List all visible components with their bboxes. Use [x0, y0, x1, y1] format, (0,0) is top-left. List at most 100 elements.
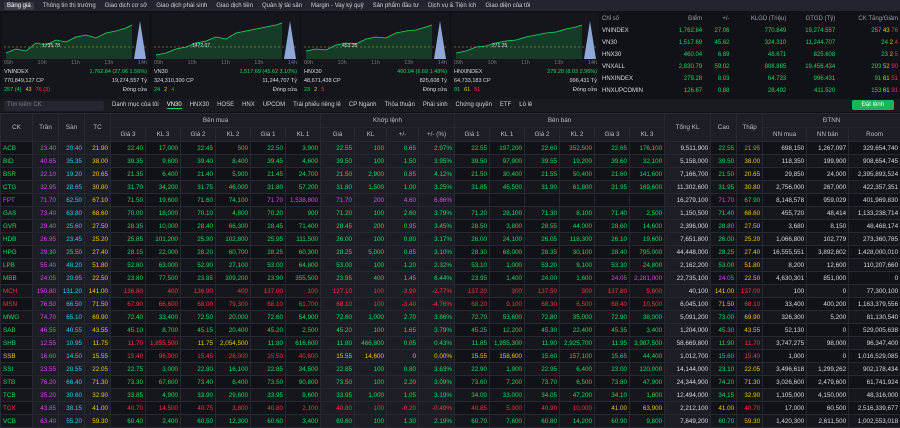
cell: 66,600 [145, 297, 181, 311]
ticker[interactable]: BID [0, 154, 33, 168]
order-button[interactable]: Đặt lệnh [851, 100, 894, 110]
cell: 0.85 [386, 245, 420, 259]
index-header: Chỉ số Điểm +/- KLGD (Triệu) GTGD (Tỷ) CK Tăn… [600, 13, 900, 25]
cell: 959,029 [806, 193, 850, 207]
cell: 79,300 [215, 297, 251, 311]
cell: 67.90 [736, 193, 764, 207]
ticker[interactable]: HPG [0, 245, 33, 259]
ticker[interactable]: CTG [0, 180, 33, 194]
cell: 3.10% [418, 245, 456, 259]
nav-item[interactable]: Margin - Vay ký quỹ [311, 2, 364, 9]
cell: 355,500 [284, 271, 322, 285]
nav-item[interactable]: Thông tin thị trường [42, 2, 96, 9]
header-cell: KL 2 [215, 127, 251, 142]
nav-item[interactable]: Giao dịch tiền [216, 2, 253, 9]
header-cell: TC [84, 113, 111, 142]
ticker[interactable]: TCB [0, 388, 33, 402]
ticker[interactable]: BSR [0, 167, 33, 181]
nav-item[interactable]: Sản phẩm đầu tư [372, 2, 419, 9]
nav-item[interactable]: Dịch vụ & Tiện ích [427, 2, 477, 9]
cell: 9,100 [559, 258, 596, 272]
nav-item[interactable]: Giao diện của tôi [485, 2, 531, 9]
cell: 4,800 [215, 206, 251, 220]
cell: 21.40 [180, 167, 216, 181]
mini-chart: 271.25 09h 10h 11h 13h 14h HNXINDEX 279.28 (8.0… [452, 13, 599, 99]
ticker[interactable]: VCB [0, 414, 33, 428]
ticker[interactable]: MSN [0, 297, 33, 311]
cell: 267,000 [806, 180, 850, 194]
index-name: VNINDEX [4, 69, 29, 75]
ticker[interactable]: TCX [0, 401, 33, 415]
nav-item[interactable]: Giao dịch phái sinh [156, 2, 208, 9]
cell: 22.55 [454, 141, 491, 155]
cell: 7,200 [489, 375, 526, 389]
cell: 73.40 [180, 375, 216, 389]
nav-item[interactable]: Bảng giá [4, 1, 34, 10]
cell: 6.86% [418, 193, 456, 207]
tab[interactable]: ETF [499, 102, 512, 108]
tab[interactable]: UPCOM [262, 102, 286, 108]
cell: 2,900 [354, 167, 388, 181]
tab[interactable]: HNX30 [189, 102, 210, 108]
cell: 14,144,000 [664, 362, 712, 376]
ticker[interactable]: GVR [0, 219, 33, 233]
cell: 20.40 [58, 141, 85, 155]
ticker[interactable]: GAS [0, 206, 33, 220]
ticker[interactable]: ACB [0, 141, 33, 155]
tab[interactable]: HNX [242, 102, 255, 108]
cell: 3.63% [418, 362, 456, 376]
ticker[interactable]: SHB [0, 336, 33, 350]
cell: 1,000 [354, 388, 388, 402]
cell: 6,400 [145, 167, 181, 181]
ticker[interactable]: MWG [0, 310, 33, 324]
cell: 40.70 [110, 401, 146, 415]
cell: 69.90 [84, 310, 111, 324]
cell: 157,100 [559, 349, 596, 363]
cell: 1.20 [386, 258, 420, 272]
ticker[interactable]: FPT [0, 193, 33, 207]
tab[interactable]: CP Ngành [348, 102, 377, 108]
ticker[interactable]: SSI [0, 362, 33, 376]
cell: 102,779 [806, 232, 850, 246]
cell: 26.00 [710, 232, 738, 246]
tab[interactable]: Chứng quyền [455, 102, 492, 108]
ticker[interactable]: SAB [0, 323, 33, 337]
volume: 48,671,438 CP [304, 78, 341, 84]
cell: 8,100 [559, 206, 596, 220]
tab[interactable]: HOSE [217, 102, 235, 108]
cell: 100 [354, 284, 388, 298]
nav-item[interactable]: Giao dịch cơ sở [104, 2, 148, 9]
cell: 3.09% [418, 375, 456, 389]
cell: 24,100 [489, 232, 526, 246]
cell: 1,400 [489, 271, 526, 285]
cell: 11.95 [594, 336, 631, 350]
cell: 34,500 [284, 362, 322, 376]
nav-item[interactable]: Quản lý tài sản [261, 2, 303, 9]
tab[interactable]: Thỏa thuận [384, 102, 415, 108]
ticker[interactable]: LPB [0, 258, 33, 272]
cell: 68.60 [736, 206, 764, 220]
tab[interactable]: Trái phiếu riêng lẻ [293, 102, 341, 108]
ticker[interactable]: MCH [0, 284, 33, 298]
tab[interactable]: VN30 [166, 102, 182, 109]
index-cell: 27.06 [714, 28, 730, 34]
index-cell: 59.02 [714, 64, 730, 70]
tab[interactable]: Phái sinh [422, 102, 448, 108]
same-count: 61 [882, 76, 890, 82]
area [306, 25, 432, 59]
ticker[interactable]: SSB [0, 349, 33, 363]
cell: 32.95 [32, 180, 59, 194]
search-box[interactable]: Tìm kiếm CK [4, 100, 104, 111]
cell: 72.90 [594, 310, 631, 324]
tab[interactable]: Danh mục của tôi [112, 102, 159, 108]
cell: 197,200 [489, 141, 526, 155]
stock-row: MSN 76.50 66.50 71.50 67.90 66,600 68.00 79,300… [0, 297, 900, 311]
ticker[interactable]: STB [0, 375, 33, 389]
cell: 22,400 [559, 323, 596, 337]
index-cell: 6.69 [717, 52, 730, 58]
tab[interactable]: Lô lẻ [519, 102, 533, 108]
stock-row: MBB 24.05 20.95 22.50 23.80 77,500 23.85 309,20… [0, 271, 900, 285]
ticker[interactable]: MBB [0, 271, 33, 285]
down-count: 51 [891, 76, 898, 82]
ticker[interactable]: HDB [0, 232, 33, 246]
